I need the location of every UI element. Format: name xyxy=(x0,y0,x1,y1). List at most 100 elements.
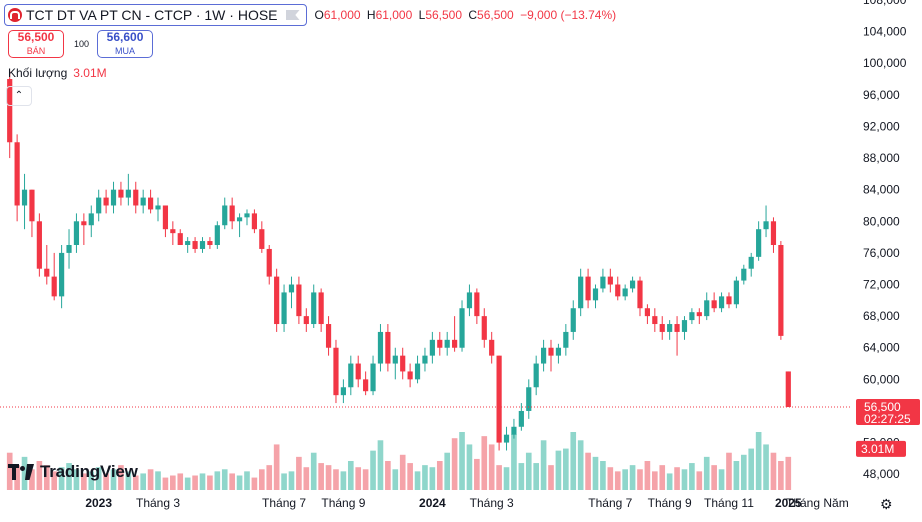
candle-body xyxy=(615,284,621,297)
tradingview-logo: TradingView xyxy=(8,462,138,482)
volume-bar xyxy=(281,473,287,490)
volume-bar xyxy=(207,475,213,490)
volume-bar xyxy=(444,452,451,490)
candle-body xyxy=(718,296,725,309)
volume-bar xyxy=(66,463,72,490)
symbol-legend: TCT DT VA PT CN - CTCP · 1W · HOSE O61,0… xyxy=(4,4,619,26)
candle-body xyxy=(481,316,487,340)
volume-bar xyxy=(570,432,577,490)
volume-bar xyxy=(288,471,295,490)
candle-body xyxy=(59,252,65,297)
volume-bar xyxy=(481,436,488,490)
candle-body xyxy=(437,339,443,348)
volume-bar xyxy=(755,432,762,490)
candle-body xyxy=(518,410,524,427)
volume-bar xyxy=(192,475,198,490)
volume-bar xyxy=(6,452,13,490)
price-axis: 108,000 104,000 100,000 96,000 92,000 88,000 8… xyxy=(856,0,920,481)
gear-icon[interactable]: ⚙ xyxy=(880,496,893,512)
candle-body xyxy=(526,387,532,411)
y-tick-label: 48,000 xyxy=(863,467,900,481)
candle-body xyxy=(170,229,176,234)
volume-bar xyxy=(377,440,384,490)
y-tick-label: 100,000 xyxy=(863,56,907,70)
volume-bar xyxy=(385,461,391,490)
volume-bar xyxy=(629,465,636,490)
candle-body xyxy=(229,205,235,222)
volume-bar xyxy=(726,452,732,490)
candle-body xyxy=(66,245,72,253)
candle-body xyxy=(600,276,606,289)
y-tick-label: 104,000 xyxy=(863,25,907,39)
volume-bar xyxy=(474,458,480,490)
candle-body xyxy=(133,189,139,206)
volume-bar xyxy=(459,432,465,490)
candle-body xyxy=(303,316,309,325)
volume-bar xyxy=(229,473,235,490)
sell-button[interactable]: 56,500 BÁN xyxy=(8,30,64,58)
volume-bar xyxy=(103,473,109,490)
candle-body xyxy=(318,292,324,325)
volume-bar xyxy=(429,467,436,490)
volume-bar xyxy=(244,471,250,490)
candle-body xyxy=(36,221,42,269)
volume-bar xyxy=(251,477,258,490)
volume-bar xyxy=(370,450,376,490)
candle-body xyxy=(185,241,191,245)
candle-body xyxy=(748,256,754,269)
candle-body xyxy=(667,324,673,332)
candle-body xyxy=(340,387,346,396)
candle-body xyxy=(681,320,688,332)
candle-body xyxy=(503,434,510,443)
x-tick-label: Tháng 7 xyxy=(588,496,632,510)
candle-body xyxy=(778,245,784,336)
candle-body xyxy=(296,284,302,317)
symbol-selector[interactable]: TCT DT VA PT CN - CTCP · 1W · HOSE xyxy=(4,4,307,26)
volume-bar xyxy=(451,438,458,490)
volume-bar xyxy=(310,452,317,490)
volume-bar xyxy=(177,473,184,490)
x-tick-label: 2023 xyxy=(85,496,112,510)
last-price-badge xyxy=(856,399,920,426)
y-tick-label: 72,000 xyxy=(863,278,900,292)
candle-body xyxy=(629,280,636,289)
tradingview-mark-icon xyxy=(8,464,34,480)
volume-bar xyxy=(563,448,569,490)
volume-legend-label: Khối lượng xyxy=(8,66,68,80)
volume-bar xyxy=(577,440,584,490)
volume-bar xyxy=(703,456,710,490)
price-change: −9,000 (−13.74%) xyxy=(520,8,617,22)
candle-body xyxy=(88,213,94,226)
candle-body xyxy=(125,189,131,198)
volume-bar xyxy=(221,469,228,490)
y-tick-label: 84,000 xyxy=(863,183,900,197)
candle-body xyxy=(348,363,354,388)
volume-bar xyxy=(518,463,525,490)
candle-body xyxy=(311,292,317,325)
volume-bar xyxy=(496,465,502,490)
interval-label[interactable]: Tháng Năm xyxy=(786,496,849,510)
volume-bar xyxy=(540,440,547,490)
volume-bar xyxy=(533,463,539,490)
volume-bar xyxy=(436,461,443,490)
chevron-up-icon[interactable]: ⌃ xyxy=(6,86,32,106)
candle-body xyxy=(177,233,183,245)
candle-body xyxy=(363,379,369,392)
candle-body xyxy=(29,189,35,222)
y-tick-label: 96,000 xyxy=(863,88,900,102)
y-tick-label: 108,000 xyxy=(863,0,907,7)
candle-body xyxy=(644,308,651,317)
candle-body xyxy=(103,197,109,206)
volume-bar xyxy=(110,469,117,490)
candle-body xyxy=(578,276,584,309)
volume-bar xyxy=(614,471,621,490)
candle-body xyxy=(222,205,228,226)
buy-button[interactable]: 56,600 MUA xyxy=(97,30,154,58)
volume-bar xyxy=(58,467,65,490)
volume-bar xyxy=(273,444,280,490)
flag-icon[interactable] xyxy=(285,10,300,20)
candle-body xyxy=(288,284,295,293)
volume-bar xyxy=(118,465,124,490)
volume-bar xyxy=(785,456,792,490)
